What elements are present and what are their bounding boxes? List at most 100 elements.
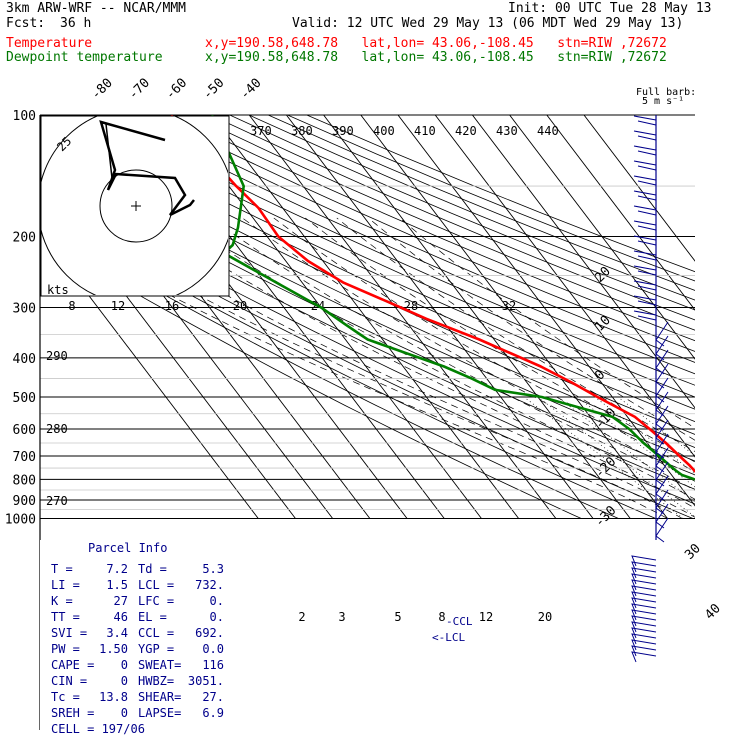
dewpoint-location: x,y=190.58,648.78 lat,lon= 43.06,-108.45… <box>205 50 667 65</box>
pressure-label: 800 <box>13 473 36 488</box>
isotherm-line <box>286 115 594 519</box>
wind-barb <box>655 433 669 459</box>
mixing-ratio-label: 3 <box>338 610 345 624</box>
parcel-row-label: Td = <box>138 562 167 576</box>
dewpoint-legend: Dewpoint temperature <box>6 50 163 65</box>
mixing-ratio-line <box>576 396 695 488</box>
parcel-row-label: HWBZ= <box>138 674 174 688</box>
parcel-row-value: 116 <box>202 658 224 672</box>
parcel-row-label: Tc = <box>51 690 80 704</box>
hodograph-rings <box>41 116 228 295</box>
wind-barb <box>655 461 669 487</box>
wind-barb <box>655 363 669 389</box>
pressure-label: 100 <box>13 109 36 124</box>
parcel-row-label: K = <box>51 594 73 608</box>
parcel-row-value: 27 <box>114 594 128 608</box>
pressure-label: 400 <box>13 352 36 367</box>
wind-barb <box>633 220 657 231</box>
mixing-ratio-line <box>594 396 695 474</box>
theta-e-label: 430 <box>496 124 518 138</box>
init-time: Init: 00 UTC Tue 28 May 13 <box>508 1 712 16</box>
parcel-row-label: SWEAT= <box>138 658 181 672</box>
pressure-label: 300 <box>13 302 36 317</box>
wind-barb <box>655 503 669 529</box>
isotherm-line <box>472 115 695 409</box>
wind-barb <box>655 321 669 347</box>
parcel-row-label: EL = <box>138 610 167 624</box>
moist-adiabat-line <box>368 217 695 441</box>
moist-adiabat-line <box>147 217 695 509</box>
theta-e-label: 420 <box>455 124 477 138</box>
wind-barb <box>633 130 657 141</box>
moist-adiabat-line <box>179 217 695 500</box>
parcel-row-label: LI = <box>51 578 80 592</box>
wind-barb <box>633 205 657 216</box>
parcel-row-value: 3.4 <box>106 626 128 640</box>
moist-adiabat-line <box>305 217 695 463</box>
wind-barb <box>633 280 657 291</box>
fcst-label: Fcst: <box>6 16 46 31</box>
theta-e-label: 440 <box>537 124 559 138</box>
parcel-row-label: CIN = <box>51 674 87 688</box>
isotherm-top-label: -40 <box>237 76 264 103</box>
parcel-row-value: 0 <box>121 674 128 688</box>
parcel-row-label: YGP = <box>138 642 174 656</box>
parcel-row-value: 0 <box>121 706 128 720</box>
parcel-row-value: 692. <box>195 626 224 640</box>
isotherm-top-label: -80 <box>89 76 116 103</box>
hodograph-unit: kts <box>47 283 69 297</box>
wind-barb <box>633 145 657 156</box>
pressure-label: 700 <box>13 450 36 465</box>
parcel-row-value: 0.0 <box>202 642 224 656</box>
parcel-info-title: Parcel Info <box>88 541 167 555</box>
parcel-row-label: LCL = <box>138 578 174 592</box>
mixing-ratio-label: 16 <box>165 299 179 313</box>
isotherm-line <box>509 115 695 360</box>
parcel-row-value: 7.2 <box>106 562 128 576</box>
mixing-ratio-label: 12 <box>479 610 493 624</box>
moist-adiabat-line <box>399 217 695 429</box>
pressure-label: 500 <box>13 391 36 406</box>
moist-adiabat-line <box>336 217 695 452</box>
wind-legend-unit: 5 m s⁻¹ <box>642 96 684 107</box>
wind-legend: Full barb: <box>636 87 696 98</box>
parcel-cell: CELL = 197/06 <box>51 722 145 736</box>
wind-barb <box>655 377 669 403</box>
mixing-ratio-line <box>537 396 695 518</box>
wind-barb <box>633 190 657 201</box>
moist-adiabat-line <box>273 217 695 473</box>
isotherm-top-label: -60 <box>163 76 190 103</box>
ccl-marker: -CCL <box>446 615 473 628</box>
theta-label: 290 <box>46 349 68 363</box>
theta-label: 280 <box>46 422 68 436</box>
theta-e-label: 370 <box>250 124 272 138</box>
isotherm-line <box>546 115 695 311</box>
parcel-row-label: LAPSE= <box>138 706 181 720</box>
mixing-ratio-label: 8 <box>68 299 75 313</box>
theta-e-label: 390 <box>332 124 354 138</box>
isotherm-right-label: 40 <box>702 601 724 623</box>
wind-barb <box>655 349 669 375</box>
isotherm-line <box>323 115 631 519</box>
isotherm-line <box>360 115 668 519</box>
parcel-row-label: PW = <box>51 642 80 656</box>
moist-adiabat-line <box>210 217 695 491</box>
wind-barb <box>631 651 657 663</box>
wind-barb <box>655 405 669 431</box>
parcel-row-label: TT = <box>51 610 80 624</box>
parcel-row-value: 0. <box>210 594 224 608</box>
isotherm-top-label: -50 <box>200 76 227 103</box>
mixing-ratio-label: 5 <box>394 610 401 624</box>
moist-adiabat-line <box>40 220 668 519</box>
wind-barb <box>633 160 657 171</box>
parcel-row-value: 0. <box>210 610 224 624</box>
parcel-row-value: 46 <box>114 610 128 624</box>
parcel-row-value: 27. <box>202 690 224 704</box>
temperature-trace <box>170 115 695 473</box>
parcel-row-value: 13.8 <box>99 690 128 704</box>
mixing-ratio-label: 8 <box>438 610 445 624</box>
parcel-row-value: 0 <box>121 658 128 672</box>
wind-barb <box>633 250 657 261</box>
theta-label: 270 <box>46 494 68 508</box>
wind-barb <box>633 235 657 246</box>
